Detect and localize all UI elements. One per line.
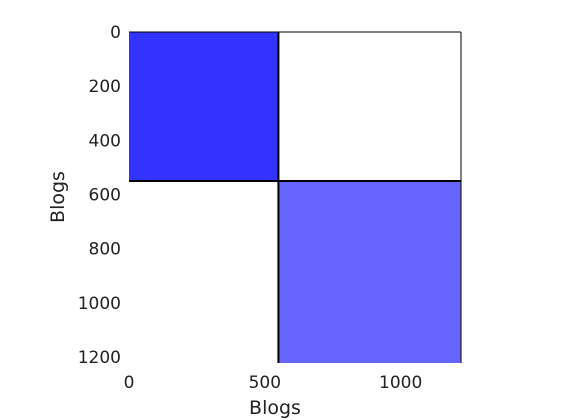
y-tick-label: 1000	[78, 294, 121, 314]
block-separators	[129, 31, 462, 363]
block-r1-c0	[129, 180, 279, 363]
heatmap-blocks	[129, 32, 461, 363]
x-axis-label: Blogs	[249, 397, 301, 419]
y-axis-ticks: 0 200 400 600 800 1000 1200	[78, 23, 121, 368]
x-tick-label: 0	[124, 373, 135, 393]
x-tick-label: 500	[249, 373, 281, 393]
block-r0-c1	[278, 32, 461, 181]
block-r1-c1	[278, 180, 461, 363]
y-tick-label: 1200	[78, 348, 121, 368]
y-tick-label: 400	[89, 131, 121, 151]
y-tick-label: 800	[89, 240, 121, 260]
x-tick-label: 1000	[379, 373, 422, 393]
block-r0-c0	[129, 32, 279, 181]
y-tick-label: 0	[110, 23, 121, 43]
y-axis-label: Blogs	[47, 171, 69, 223]
x-axis-ticks: 0 500 1000	[124, 373, 423, 393]
y-tick-label: 200	[89, 77, 121, 97]
y-tick-label: 600	[89, 186, 121, 206]
